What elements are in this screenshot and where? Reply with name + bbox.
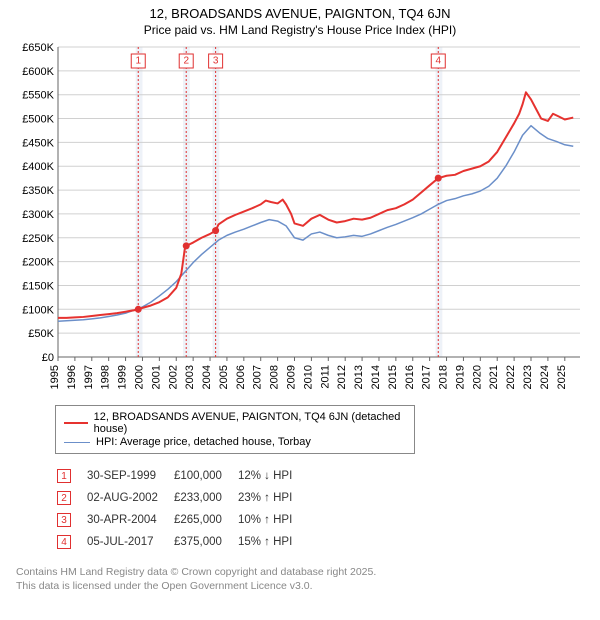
svg-text:2021: 2021: [488, 365, 500, 389]
sale-date: 05-JUL-2017: [87, 532, 172, 552]
svg-text:1997: 1997: [83, 365, 95, 389]
svg-text:£0: £0: [42, 352, 54, 364]
sale-price: £233,000: [174, 488, 236, 508]
legend-item: HPI: Average price, detached house, Torb…: [64, 436, 406, 448]
legend-label: 12, BROADSANDS AVENUE, PAIGNTON, TQ4 6JN…: [94, 411, 406, 435]
legend-swatch-1: [64, 422, 88, 424]
svg-text:2019: 2019: [454, 365, 466, 389]
table-row: 2 02-AUG-2002£233,00023% ↑ HPI: [57, 488, 306, 508]
svg-text:2006: 2006: [235, 365, 247, 389]
svg-text:1: 1: [135, 56, 141, 67]
svg-text:2011: 2011: [319, 365, 331, 389]
table-row: 4 05-JUL-2017£375,00015% ↑ HPI: [57, 532, 306, 552]
svg-text:2020: 2020: [471, 365, 483, 389]
sale-date: 30-SEP-1999: [87, 466, 172, 486]
legend-label: HPI: Average price, detached house, Torb…: [96, 436, 311, 448]
svg-text:4: 4: [435, 56, 441, 67]
svg-text:1995: 1995: [49, 365, 61, 389]
sale-delta: 15% ↑ HPI: [238, 532, 306, 552]
svg-text:£300K: £300K: [22, 209, 54, 221]
table-row: 3 30-APR-2004£265,00010% ↑ HPI: [57, 510, 306, 530]
svg-text:2024: 2024: [539, 365, 551, 389]
svg-text:2017: 2017: [421, 365, 433, 389]
sale-delta: 12% ↓ HPI: [238, 466, 306, 486]
svg-text:£600K: £600K: [22, 66, 54, 78]
svg-text:2013: 2013: [353, 365, 365, 389]
svg-text:£250K: £250K: [22, 233, 54, 245]
svg-text:2000: 2000: [133, 365, 145, 389]
legend-item: 12, BROADSANDS AVENUE, PAIGNTON, TQ4 6JN…: [64, 411, 406, 435]
sales-table: 1 30-SEP-1999£100,00012% ↓ HPI 2 02-AUG-200…: [55, 464, 308, 554]
svg-text:2018: 2018: [438, 365, 450, 389]
sale-date: 02-AUG-2002: [87, 488, 172, 508]
legend-swatch-2: [64, 442, 90, 443]
svg-text:2002: 2002: [167, 365, 179, 389]
svg-text:£650K: £650K: [22, 42, 54, 54]
svg-text:2014: 2014: [370, 365, 382, 389]
svg-text:1996: 1996: [66, 365, 78, 389]
row-marker-icon: 1: [57, 469, 71, 483]
row-marker-icon: 3: [57, 513, 71, 527]
legend: 12, BROADSANDS AVENUE, PAIGNTON, TQ4 6JN…: [55, 405, 415, 454]
footnote-line: Contains HM Land Registry data © Crown c…: [16, 566, 600, 580]
chart-title-address: 12, BROADSANDS AVENUE, PAIGNTON, TQ4 6JN: [10, 6, 590, 21]
svg-text:£200K: £200K: [22, 257, 54, 269]
sale-price: £375,000: [174, 532, 236, 552]
svg-text:£50K: £50K: [28, 328, 54, 340]
chart-svg: £0 £50K £100K £150K £200K £250K £300K £350K £400…: [10, 39, 590, 399]
svg-text:2010: 2010: [302, 365, 314, 389]
svg-text:£350K: £350K: [22, 185, 54, 197]
sale-delta: 23% ↑ HPI: [238, 488, 306, 508]
svg-text:2016: 2016: [404, 365, 416, 389]
svg-text:£500K: £500K: [22, 114, 54, 126]
table-row: 1 30-SEP-1999£100,00012% ↓ HPI: [57, 466, 306, 486]
sale-price: £265,000: [174, 510, 236, 530]
sale-price: £100,000: [174, 466, 236, 486]
sale-delta: 10% ↑ HPI: [238, 510, 306, 530]
svg-text:2003: 2003: [184, 365, 196, 389]
svg-text:2004: 2004: [201, 365, 213, 389]
svg-text:2012: 2012: [336, 365, 348, 389]
chart-titles: 12, BROADSANDS AVENUE, PAIGNTON, TQ4 6JN…: [0, 0, 600, 39]
svg-text:£450K: £450K: [22, 137, 54, 149]
chart-area: £0 £50K £100K £150K £200K £250K £300K £350K £400…: [10, 39, 590, 399]
chart-title-sub: Price paid vs. HM Land Registry's House …: [10, 23, 590, 37]
svg-text:2023: 2023: [522, 365, 534, 389]
row-marker-icon: 2: [57, 491, 71, 505]
svg-text:£400K: £400K: [22, 161, 54, 173]
svg-text:£550K: £550K: [22, 90, 54, 102]
row-marker-icon: 4: [57, 535, 71, 549]
page-root: 12, BROADSANDS AVENUE, PAIGNTON, TQ4 6JN…: [0, 0, 600, 593]
sale-date: 30-APR-2004: [87, 510, 172, 530]
svg-text:2007: 2007: [252, 365, 264, 389]
svg-text:1998: 1998: [100, 365, 112, 389]
svg-text:2001: 2001: [150, 365, 162, 389]
svg-text:2025: 2025: [556, 365, 568, 389]
svg-text:2015: 2015: [387, 365, 399, 389]
svg-text:1999: 1999: [117, 365, 129, 389]
footnote-line: This data is licensed under the Open Gov…: [16, 580, 600, 594]
svg-text:2022: 2022: [505, 365, 517, 389]
svg-text:3: 3: [213, 56, 219, 67]
svg-text:2005: 2005: [218, 365, 230, 389]
svg-text:£150K: £150K: [22, 280, 54, 292]
svg-text:2009: 2009: [286, 365, 298, 389]
svg-text:£100K: £100K: [22, 304, 54, 316]
svg-text:2: 2: [183, 56, 189, 67]
svg-text:2008: 2008: [269, 365, 281, 389]
footnote: Contains HM Land Registry data © Crown c…: [16, 566, 600, 593]
